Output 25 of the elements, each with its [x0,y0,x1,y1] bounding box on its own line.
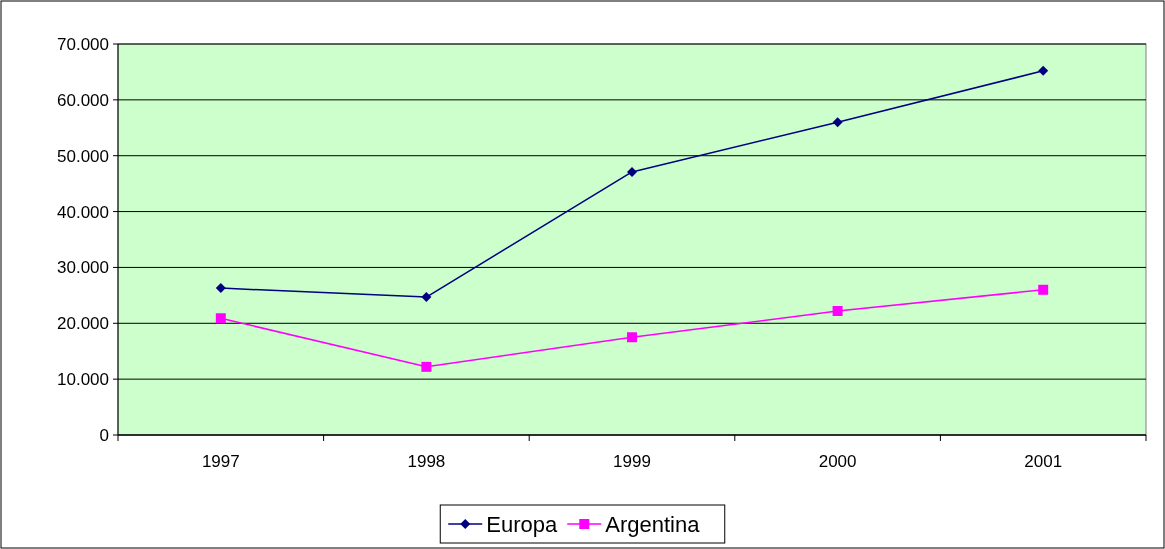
point [421,361,432,372]
x-tick-label: 1999 [613,452,651,471]
y-tick-label: 20.000 [57,314,109,334]
point [832,117,843,128]
x-tick-label: 1997 [201,452,240,471]
y-tick-label: 0 [99,425,109,445]
y-tick-label: 70.000 [57,34,109,54]
y-tick-label: 50.000 [57,146,109,166]
point [1038,65,1049,76]
y-tick-label: 10.000 [57,370,109,390]
point [215,313,226,324]
x-tick-label: 1998 [407,452,446,471]
point [627,332,637,343]
point [215,283,226,294]
x-tick-label: 2001 [1024,452,1063,471]
point [832,306,843,316]
legend-label: Argentina [605,511,701,537]
y-tick-label: 30.000 [57,258,109,278]
point [627,166,637,177]
legend-label: Europa [486,511,558,537]
y-tick-label: 60.000 [57,90,109,110]
y-tick-label: 40.000 [57,202,109,222]
point [1038,284,1049,295]
point [421,292,432,303]
x-tick-label: 2000 [818,452,857,471]
